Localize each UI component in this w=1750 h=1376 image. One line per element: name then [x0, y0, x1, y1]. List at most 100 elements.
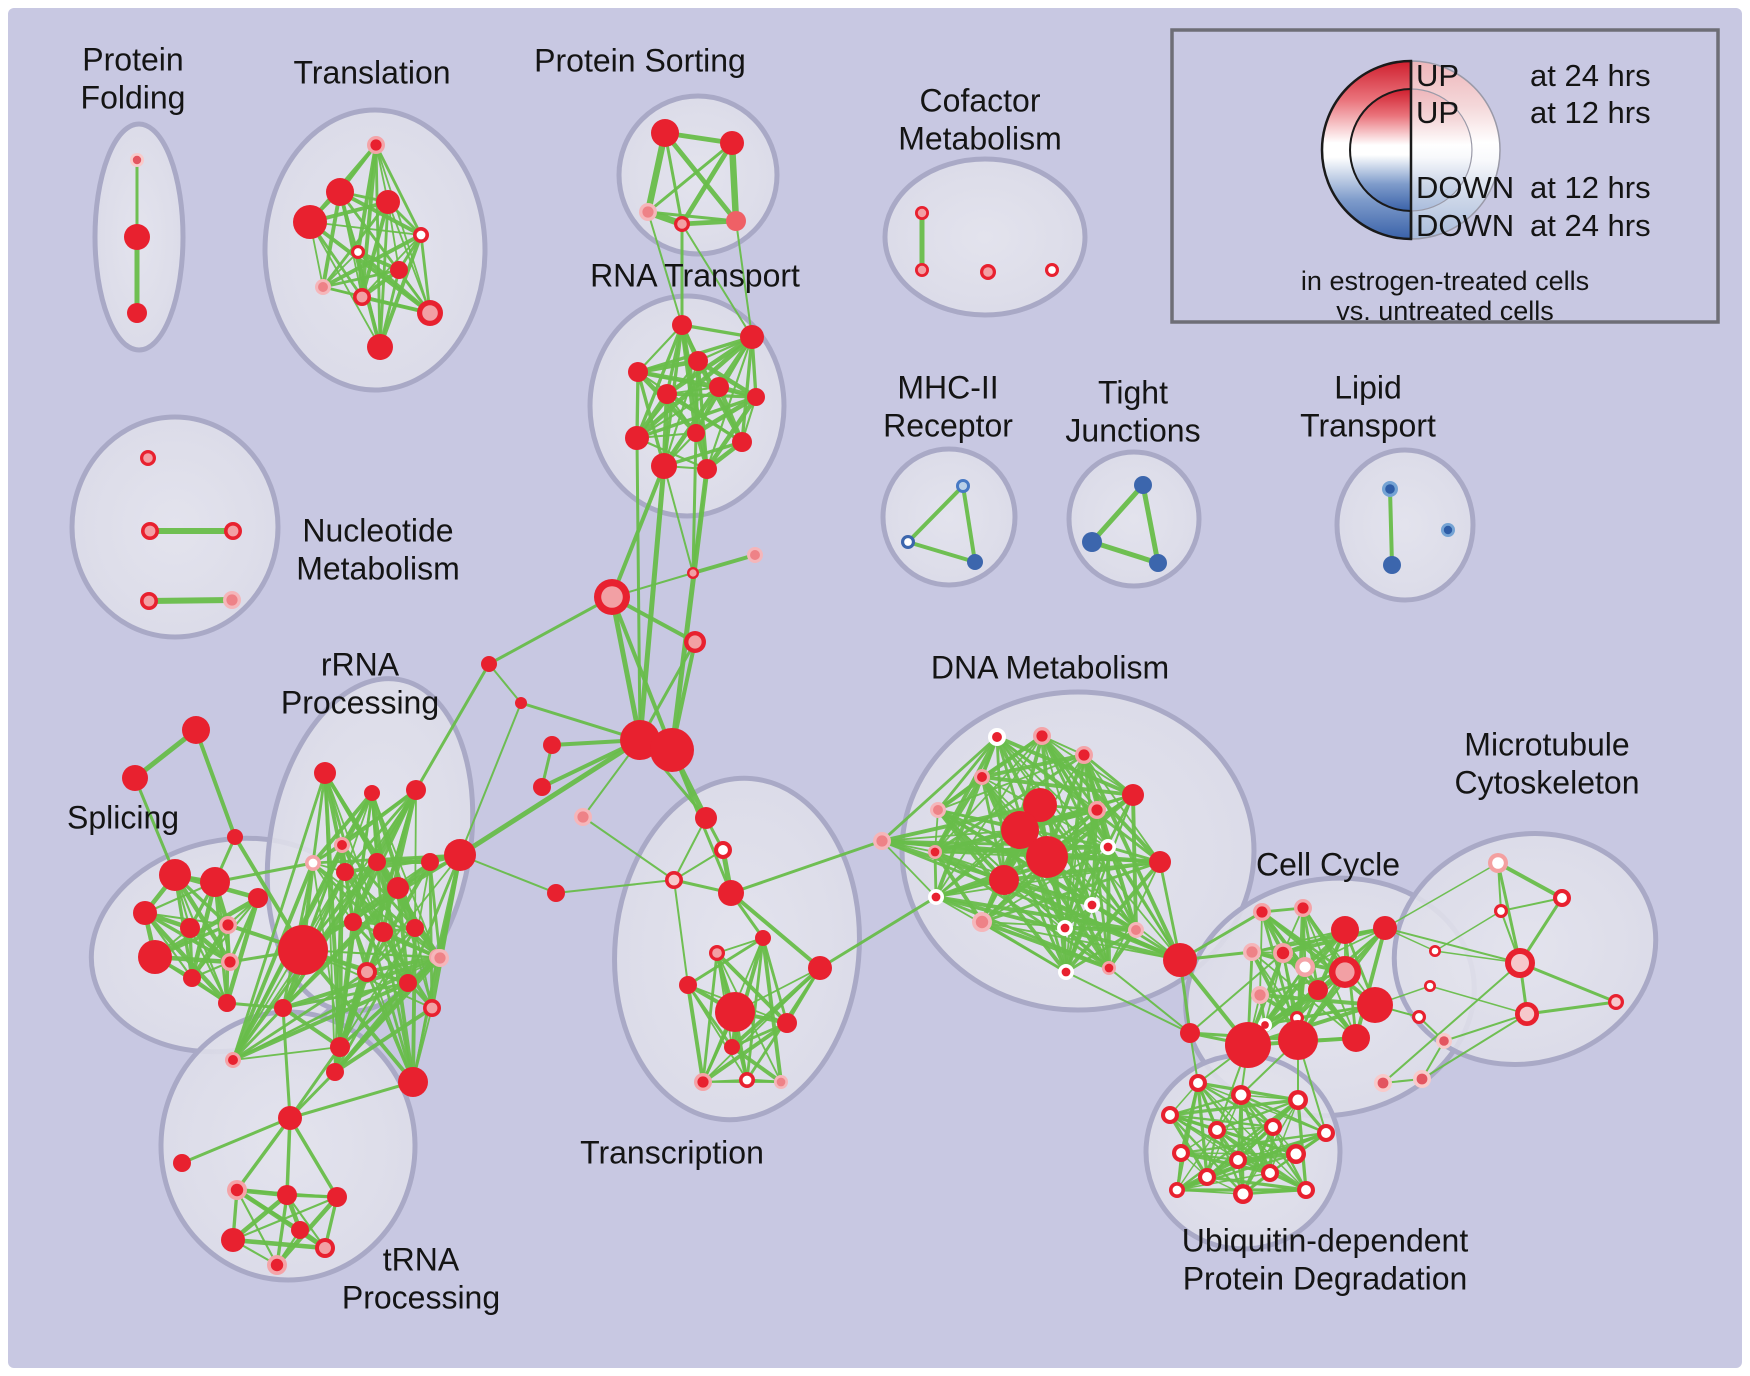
- node-rrna-processing-12: [373, 922, 393, 942]
- node-protein-folding-2: [127, 303, 147, 323]
- edge: [146, 597, 235, 604]
- node-center-dna-metabolism-12: [1103, 842, 1113, 852]
- edge: [692, 468, 708, 574]
- edge: [411, 926, 417, 1084]
- node-center-trna-processing-2: [230, 1183, 244, 1197]
- edge: [1496, 861, 1522, 965]
- cluster-label-microtubule-cytoskeleton-line1: Cytoskeleton: [1455, 764, 1640, 800]
- edge: [459, 854, 557, 894]
- node-transcription-9: [777, 1013, 797, 1033]
- edge: [1089, 539, 1161, 566]
- node-rna-transport-3: [628, 362, 648, 382]
- node-rna-transport-9: [732, 432, 752, 452]
- node-center-translation-9: [422, 305, 438, 321]
- node-transcription-8: [715, 992, 755, 1032]
- edge: [1176, 1189, 1244, 1195]
- node-center-dna-metabolism-17: [1060, 923, 1070, 933]
- edge: [321, 233, 423, 289]
- node-center-lipid-transport-0: [1385, 484, 1395, 494]
- edge: [679, 140, 735, 227]
- node-center-dna-metabolism-0: [992, 732, 1002, 742]
- node-center-dna-metabolism-15: [975, 915, 989, 929]
- cluster-label-rrna-processing-line1: Processing: [281, 684, 439, 720]
- legend-caption-line2: vs. untreated cells: [1336, 296, 1554, 326]
- node-center-dna-metabolism-2: [1078, 749, 1090, 761]
- node-center-translation-8: [356, 291, 368, 303]
- edge: [1384, 927, 1521, 964]
- edge: [1064, 903, 1094, 974]
- cluster-ellipse-mhc-ii-receptor: [880, 446, 1018, 588]
- edge: [1196, 1081, 1245, 1196]
- node-splicing-2: [227, 829, 243, 845]
- node-cell-cycle-6: [1373, 916, 1397, 940]
- edge: [609, 594, 643, 743]
- node-rrna-processing-21: [326, 1063, 344, 1081]
- edge: [635, 358, 701, 375]
- node-splicing-5: [133, 901, 157, 925]
- node-hub-6: [543, 736, 561, 754]
- edge: [419, 233, 432, 315]
- edge: [761, 936, 789, 1025]
- edge: [1500, 897, 1563, 912]
- edge: [730, 1045, 783, 1084]
- edge: [1002, 860, 1162, 882]
- edge: [519, 701, 642, 742]
- legend-row1-time: at 12 hrs: [1530, 95, 1651, 130]
- node-center-trna-processing-7: [270, 1258, 284, 1272]
- node-center-dna-metabolism-11: [930, 847, 940, 857]
- node-center-microtubule-cytoskeleton-4: [1426, 982, 1434, 990]
- node-cell-cycle-15: [1225, 1022, 1271, 1068]
- edge: [1179, 1131, 1328, 1155]
- edge: [457, 737, 643, 858]
- node-center-rrna-processing-15: [361, 966, 373, 978]
- node-rna-transport-7: [625, 426, 649, 450]
- edge: [230, 1237, 328, 1251]
- edge: [665, 392, 758, 399]
- node-center-dna-metabolism-1: [1036, 730, 1048, 742]
- edge: [321, 200, 390, 289]
- edge: [152, 895, 261, 960]
- edge: [190, 896, 260, 980]
- edge: [1496, 861, 1564, 900]
- cluster-label-ubiquitin-degradation-line0: Ubiquitin-dependent: [1182, 1222, 1469, 1258]
- cluster-label-trna-processing-line1: Processing: [342, 1279, 500, 1315]
- edge: [231, 861, 315, 1062]
- edge: [637, 463, 667, 743]
- edge: [880, 735, 999, 843]
- edge: [281, 956, 442, 1010]
- legend-box: UP at 24 hrs UP at 12 hrs DOWN at 12 hrs…: [1170, 28, 1720, 326]
- edge: [716, 937, 764, 954]
- edge: [311, 771, 327, 865]
- edge: [288, 1045, 342, 1120]
- edge: [459, 702, 522, 856]
- node-mhc-ii-receptor-2: [967, 554, 983, 570]
- node-rrna-processing-22: [398, 1067, 428, 1097]
- edge: [1302, 907, 1376, 1006]
- edge: [225, 1001, 285, 1010]
- edge: [180, 1116, 292, 1165]
- edge: [301, 948, 415, 1084]
- node-center-transcription-1: [718, 845, 728, 855]
- node-center-cell-cycle-1: [1416, 1073, 1428, 1085]
- node-center-cofactor-metabolism-3: [1048, 266, 1056, 274]
- edge: [687, 984, 748, 1081]
- edge: [693, 394, 759, 436]
- edge: [356, 250, 432, 315]
- node-transcription-10: [724, 1039, 740, 1055]
- node-splicing-10: [183, 969, 201, 987]
- node-center-microtubule-cytoskeleton-8: [1415, 1013, 1423, 1021]
- node-center-cell-cycle-10: [1335, 962, 1355, 982]
- cluster-label-cofactor-metabolism-line1: Metabolism: [898, 120, 1062, 156]
- edge: [133, 776, 177, 877]
- node-center-microtubule-cytoskeleton-0: [1492, 857, 1504, 869]
- node-tight-junctions-2: [1149, 554, 1167, 572]
- edge: [1089, 482, 1146, 545]
- edge: [1205, 1175, 1308, 1192]
- legend-ring-icon: [1320, 59, 1501, 241]
- node-splicing-3: [159, 859, 191, 891]
- cluster-label-translation-line0: Translation: [293, 54, 450, 90]
- node-hub-11: [547, 884, 565, 902]
- edge: [322, 251, 359, 288]
- node-rrna-processing-10: [278, 925, 328, 975]
- node-protein-sorting-4: [726, 211, 746, 231]
